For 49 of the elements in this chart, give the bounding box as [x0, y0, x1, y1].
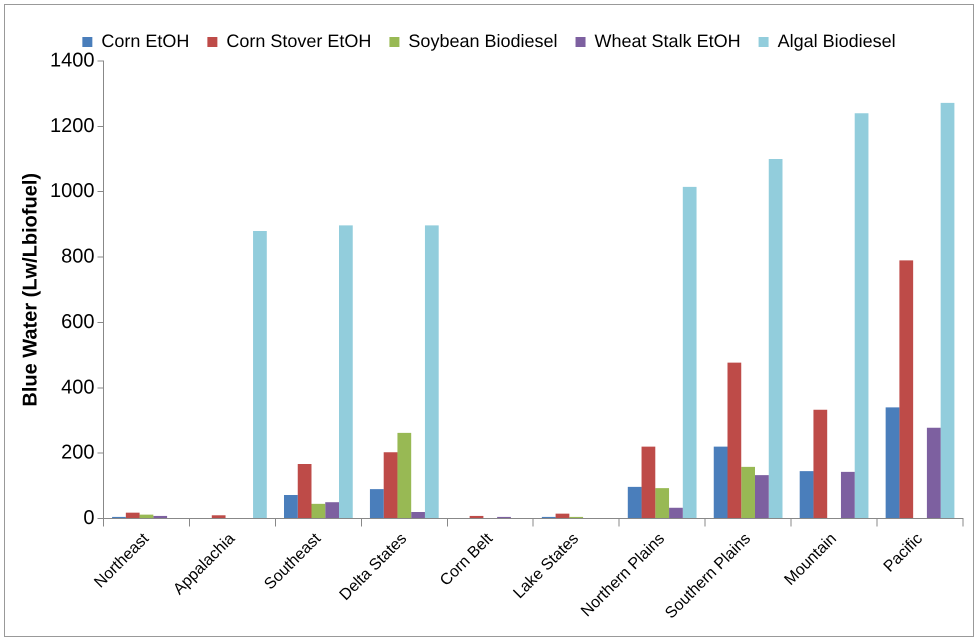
bar	[854, 113, 868, 518]
bar	[899, 260, 914, 518]
bar	[628, 486, 642, 518]
bar	[140, 514, 154, 518]
bar	[397, 432, 412, 518]
bar	[741, 466, 755, 518]
bar	[755, 475, 769, 518]
y-tick-label: 0	[83, 507, 94, 530]
bar	[284, 495, 298, 518]
bar	[940, 102, 954, 518]
legend-label: Algal Biodiesel	[778, 30, 896, 51]
bar	[840, 472, 855, 518]
bar	[411, 512, 425, 518]
bar	[370, 489, 384, 518]
y-tick-label: 200	[61, 442, 94, 464]
y-tick-label: 800	[61, 246, 94, 268]
bar	[424, 225, 439, 518]
bar	[470, 516, 484, 518]
y-tick-label: 600	[61, 310, 94, 333]
bar	[886, 407, 900, 518]
y-tick-label: 400	[61, 376, 94, 398]
legend-label: Soybean Biodiesel	[408, 30, 558, 51]
bar	[556, 514, 570, 518]
bar	[311, 504, 326, 518]
bar	[642, 446, 656, 518]
bar	[384, 452, 398, 518]
bar	[669, 508, 683, 518]
bar	[714, 446, 728, 518]
bar	[727, 362, 742, 518]
y-tick-label: 1200	[50, 114, 94, 137]
legend-label: Wheat Stalk EtOH	[594, 30, 741, 51]
bar	[768, 159, 783, 518]
y-tick-label: 1000	[50, 180, 94, 202]
y-axis-title: Blue Water (Lw/Lbiofuel)	[20, 172, 42, 407]
x-tick-label: Corn Belt	[437, 530, 497, 590]
bar	[339, 225, 353, 518]
bar	[800, 471, 814, 518]
bar	[926, 428, 941, 518]
bar	[253, 230, 267, 518]
bar	[126, 512, 140, 518]
y-tick-label: 1400	[50, 50, 94, 72]
bar	[682, 186, 697, 518]
legend-label: Corn Stover EtOH	[226, 30, 372, 51]
legend-label: Corn EtOH	[101, 30, 190, 51]
bar	[153, 516, 168, 518]
bar	[655, 488, 670, 518]
bar	[813, 410, 828, 518]
bar	[298, 464, 312, 518]
bar	[325, 502, 339, 518]
